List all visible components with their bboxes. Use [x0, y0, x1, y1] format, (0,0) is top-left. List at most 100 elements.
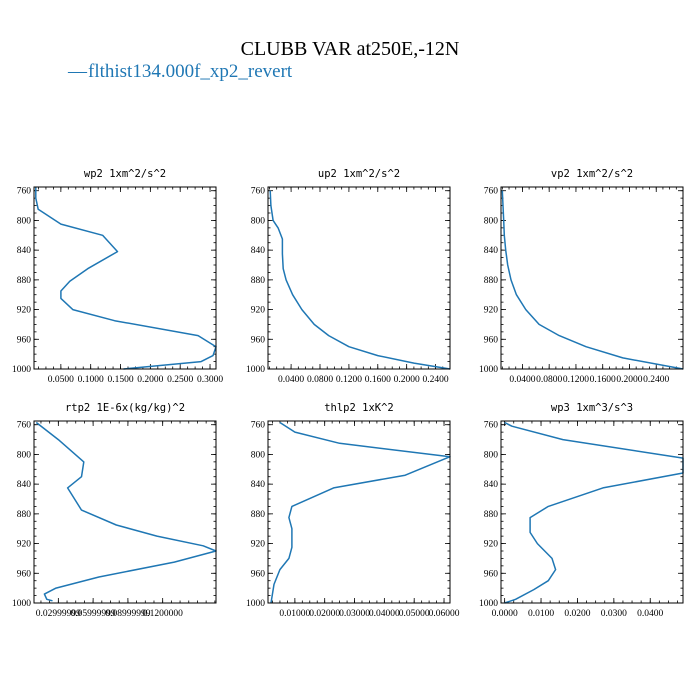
y-tick-label: 920 — [484, 306, 499, 316]
y-tick-label: 880 — [251, 276, 266, 286]
y-tick-label: 760 — [251, 187, 266, 197]
y-tick-label: 920 — [17, 540, 32, 550]
x-tick-label: 0.0300 — [601, 609, 627, 619]
y-tick-label: 920 — [251, 306, 266, 316]
x-tick-label: 0.1600 — [590, 375, 616, 385]
y-tick-label: 1000 — [246, 365, 265, 375]
subplot-3: vp2 1xm^2/s^2 760 800 840 880 920 960 1000 0.040… — [479, 168, 684, 385]
x-tick-label: 0.02999999 — [36, 609, 81, 619]
subplot-title: up2 1xm^2/s^2 — [318, 168, 400, 180]
y-tick-label: 800 — [251, 216, 266, 226]
x-tick-label: 0.2000 — [137, 375, 163, 385]
x-tick-label: 0.0400 — [637, 609, 663, 619]
y-tick-label: 800 — [17, 450, 32, 460]
y-tick-label: 840 — [17, 246, 32, 256]
series-line — [270, 421, 451, 604]
y-tick-label: 800 — [484, 450, 499, 460]
series-line — [269, 190, 451, 370]
subplot-1: wp2 1xm^2/s^2 760 800 840 880 920 960 1000 0.050… — [12, 168, 223, 385]
x-tick-label: 0.0400 — [509, 375, 535, 385]
series-line — [504, 421, 684, 604]
series-line — [501, 190, 684, 370]
x-tick-label: 0.2400 — [422, 375, 448, 385]
x-tick-label: 0.05000 — [399, 609, 430, 619]
x-tick-label: 0.1000 — [78, 375, 104, 385]
x-tick-label: 0.3000 — [197, 375, 223, 385]
y-tick-label: 760 — [484, 421, 499, 431]
x-tick-label: 0.03000 — [339, 609, 370, 619]
subplot-4: rtp2 1E-6x(kg/kg)^2 760 800 840 880 920 960 100… — [12, 402, 217, 619]
legend-label: flthist134.000f_xp2_revert — [88, 61, 293, 82]
subplot-title: thlp2 1xK^2 — [324, 402, 394, 414]
subplot-5: thlp2 1xK^2 760 800 840 880 920 960 1000 0.01000… — [246, 402, 460, 619]
y-tick-label: 760 — [484, 187, 499, 197]
figure-title: CLUBB VAR at250E,-12N — [241, 38, 460, 60]
x-tick-label: 0.08999999 — [105, 609, 150, 619]
subplot-6: wp3 1xm^3/s^3 760 800 840 880 920 960 10000.000… — [479, 402, 684, 619]
y-tick-label: 960 — [484, 335, 499, 345]
x-tick-label: 0.05999999 — [71, 609, 116, 619]
y-tick-label: 1000 — [12, 365, 31, 375]
axes-frame — [33, 420, 217, 604]
x-tick-label: 0.06000 — [429, 609, 460, 619]
y-tick-label: 880 — [484, 276, 499, 286]
y-tick-label: 760 — [251, 421, 266, 431]
x-tick-label: 0.2000 — [616, 375, 642, 385]
x-tick-label: 0.1600 — [365, 375, 391, 385]
x-tick-label: 0.0800 — [536, 375, 562, 385]
y-tick-label: 800 — [251, 450, 266, 460]
y-tick-label: 960 — [17, 335, 32, 345]
x-tick-label: 0.01000 — [279, 609, 310, 619]
subplot-title: vp2 1xm^2/s^2 — [551, 168, 633, 180]
x-tick-label: 0.0500 — [48, 375, 74, 385]
y-tick-label: 800 — [484, 216, 499, 226]
y-tick-label: 880 — [251, 510, 266, 520]
y-tick-label: 760 — [17, 421, 32, 431]
x-tick-label: 0.0000 — [492, 609, 518, 619]
y-tick-label: 840 — [484, 246, 499, 256]
y-tick-label: 960 — [17, 569, 32, 579]
y-tick-label: 960 — [251, 569, 266, 579]
x-tick-label: 0.1500 — [107, 375, 133, 385]
y-tick-label: 760 — [17, 187, 32, 197]
series-line — [35, 421, 217, 602]
axes-frame — [500, 420, 684, 604]
y-tick-label: 840 — [251, 246, 266, 256]
x-tick-label: 0.2000 — [394, 375, 420, 385]
y-tick-label: 960 — [251, 335, 266, 345]
axes-frame — [33, 186, 217, 370]
series-line — [35, 187, 217, 370]
y-tick-label: 920 — [17, 306, 32, 316]
y-tick-label: 880 — [17, 510, 32, 520]
x-tick-label: 0.1200 — [563, 375, 589, 385]
axes-frame — [267, 186, 451, 370]
legend-marker: — — [67, 61, 88, 82]
y-tick-label: 840 — [251, 480, 266, 490]
panel-grid: wp2 1xm^2/s^2 760 800 840 880 920 960 1000 0.050… — [12, 168, 684, 619]
y-tick-label: 1000 — [246, 599, 265, 609]
axes-frame — [500, 186, 684, 370]
y-tick-label: 1000 — [479, 599, 498, 609]
y-tick-label: 880 — [17, 276, 32, 286]
y-tick-label: 840 — [484, 480, 499, 490]
x-tick-label: 0.0100 — [528, 609, 554, 619]
y-tick-label: 920 — [251, 540, 266, 550]
x-tick-label: 0.04000 — [369, 609, 400, 619]
x-tick-label: 0.2400 — [643, 375, 669, 385]
x-tick-label: 0.02000 — [309, 609, 340, 619]
y-tick-label: 920 — [484, 540, 499, 550]
y-tick-label: 880 — [484, 510, 499, 520]
subplot-2: up2 1xm^2/s^2 760 800 840 880 920 960 1000 0.040… — [246, 168, 451, 385]
y-tick-label: 960 — [484, 569, 499, 579]
subplot-title: wp3 1xm^3/s^3 — [551, 402, 633, 414]
x-tick-label: 0.1200 — [336, 375, 362, 385]
subplot-title: rtp2 1E-6x(kg/kg)^2 — [65, 402, 185, 414]
y-tick-label: 800 — [17, 216, 32, 226]
x-tick-label: 0.0400 — [278, 375, 304, 385]
y-tick-label: 840 — [17, 480, 32, 490]
axes-frame — [267, 420, 451, 604]
y-tick-label: 1000 — [12, 599, 31, 609]
x-tick-label: 0.0800 — [307, 375, 333, 385]
